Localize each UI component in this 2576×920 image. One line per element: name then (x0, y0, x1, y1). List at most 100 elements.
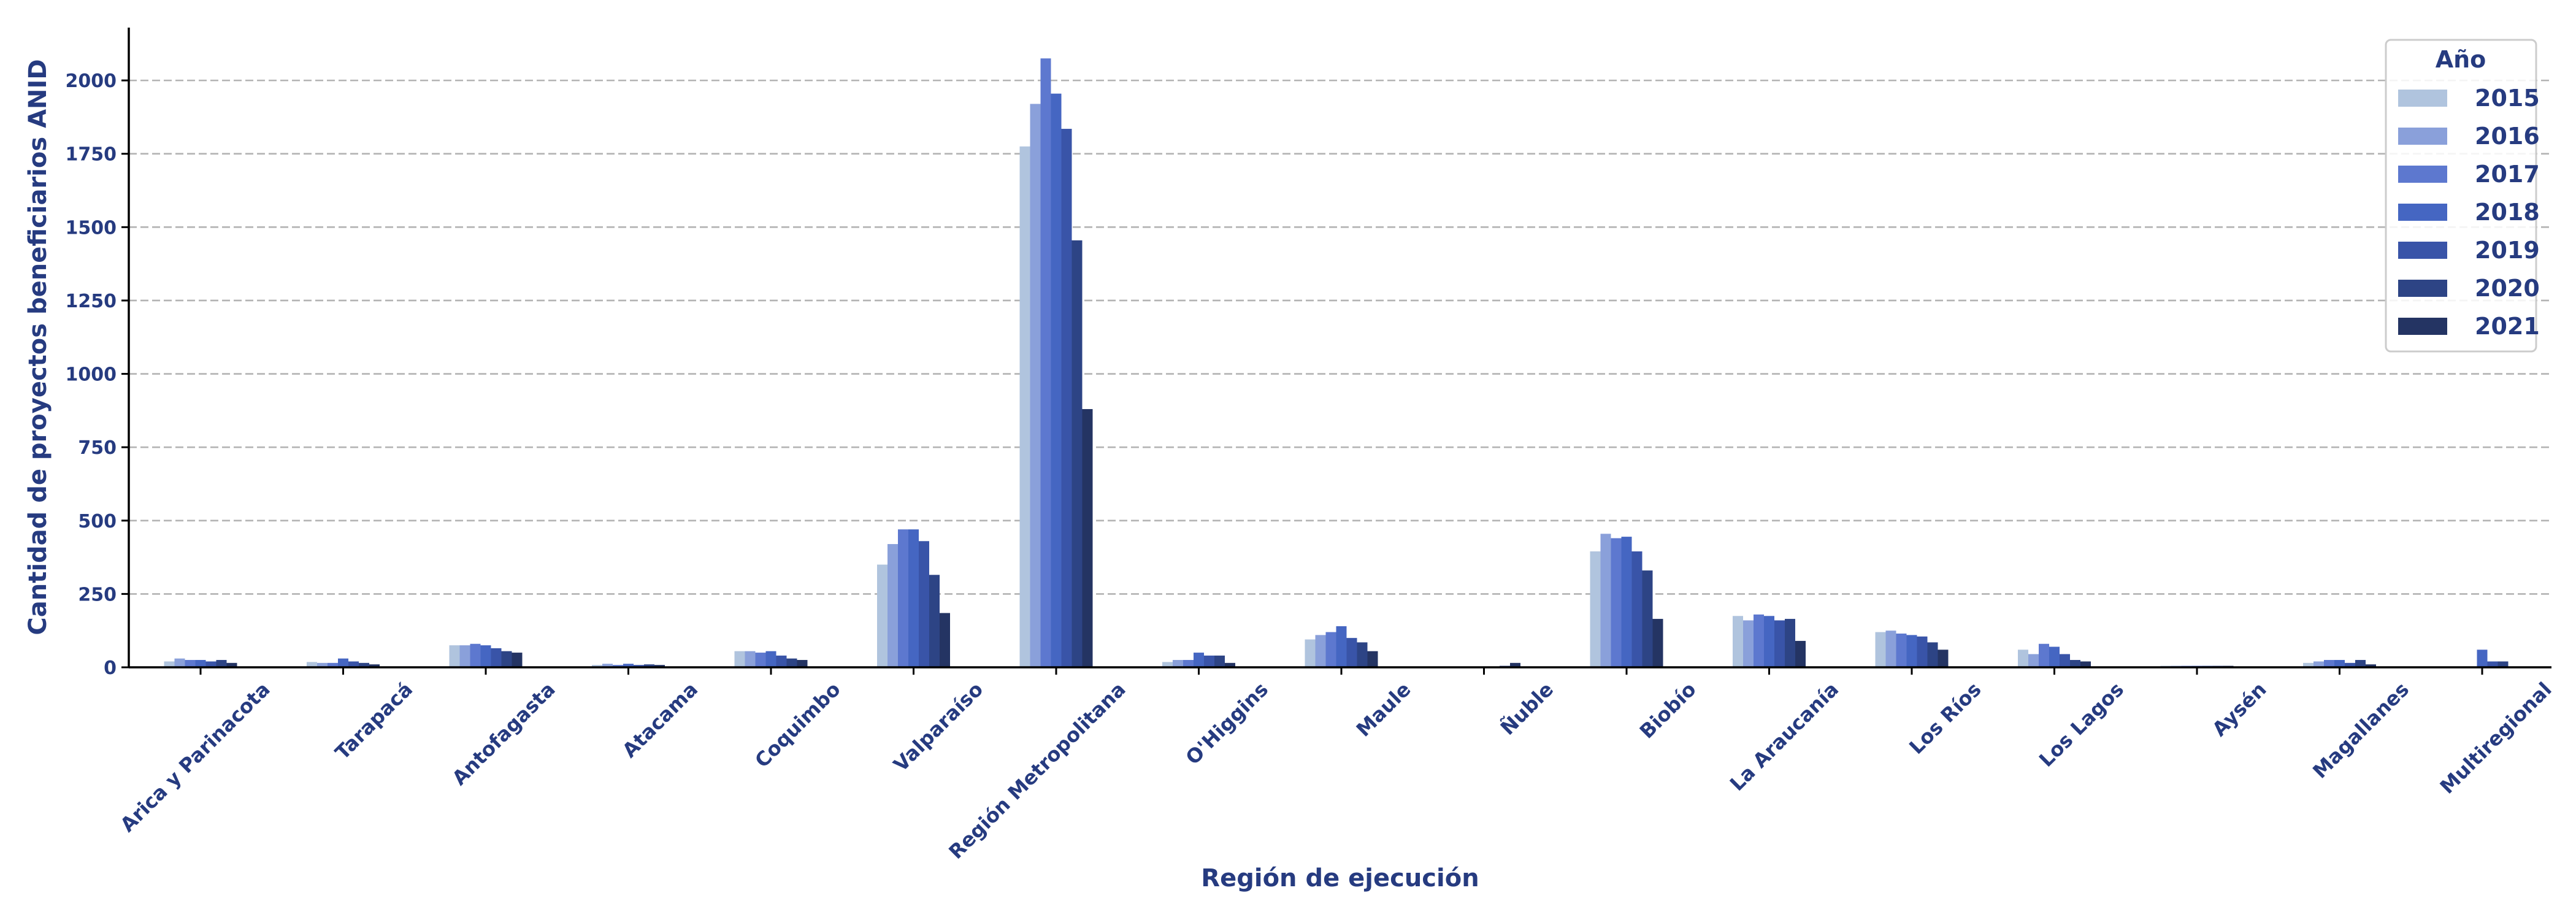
bar-2016-13 (2028, 654, 2039, 667)
legend-frame (2385, 39, 2537, 353)
bar-2015-2 (449, 645, 460, 667)
bar-2020-13 (2070, 660, 2080, 667)
x-tick-label: Los Lagos (2034, 678, 2128, 772)
x-tick-label: Arica y Parinacota (116, 678, 275, 837)
bar-2017-5 (898, 529, 908, 667)
y-tick-label: 750 (78, 437, 117, 459)
bar-2019-4 (776, 655, 787, 667)
bar-2017-11 (1754, 614, 1764, 667)
bar-2020-7 (1214, 655, 1225, 667)
bar-2015-6 (1019, 146, 1030, 668)
bar-2016-2 (459, 645, 470, 667)
bar-2020-4 (786, 658, 797, 667)
bar-2021-9 (1510, 662, 1520, 667)
bar-2015-8 (1305, 639, 1316, 667)
x-tick-label: Maule (1352, 678, 1416, 742)
bar-2016-12 (1885, 631, 1896, 667)
bar-2018-0 (195, 660, 206, 667)
bar-2017-0 (185, 660, 196, 667)
bar-2018-8 (1336, 626, 1347, 667)
bar-2016-3 (602, 664, 613, 667)
legend-swatch-2018 (2398, 204, 2447, 221)
bar-2021-6 (1082, 408, 1093, 667)
bar-2019-7 (1204, 655, 1214, 667)
bar-2015-5 (877, 564, 887, 667)
bar-2021-0 (226, 662, 237, 667)
x-tick-label: Antofagasta (448, 678, 560, 790)
bar-2020-15 (2355, 660, 2366, 667)
bar-2021-15 (2366, 664, 2376, 667)
bar-2019-13 (2060, 654, 2070, 667)
bar-2018-13 (2049, 646, 2060, 667)
bar-2021-7 (1225, 662, 1235, 667)
bar-2018-10 (1621, 537, 1632, 667)
bar-2021-3 (654, 665, 665, 667)
bar-2016-10 (1600, 534, 1611, 667)
bar-2015-3 (592, 665, 602, 667)
bar-2017-1 (328, 662, 338, 667)
x-tick-label: Los Ríos (1904, 678, 1985, 759)
bar-2017-4 (755, 653, 766, 667)
x-tick-label: Valparaíso (889, 678, 987, 776)
x-tick-label: La Araucanía (1725, 678, 1843, 795)
y-axis-ticks: 0 250 500 750 1000 1250 1500 1750 2000 (66, 71, 129, 679)
bar-2016-4 (745, 651, 756, 667)
bar-2021-13 (2080, 661, 2091, 667)
x-axis-title: Región de ejecución (1201, 864, 1479, 892)
x-tick-label: Multiregional (2436, 678, 2556, 799)
bar-2015-1 (307, 662, 317, 667)
bar-2017-10 (1611, 538, 1622, 667)
bar-2018-7 (1194, 653, 1204, 667)
x-tick-label: Biobío (1635, 678, 1701, 743)
legend-swatch-2017 (2398, 166, 2447, 183)
bar-2016-8 (1315, 635, 1326, 667)
y-tick-label: 0 (104, 657, 117, 679)
legend-swatch-2019 (2398, 242, 2447, 259)
legend-label-2016: 2016 (2475, 123, 2540, 150)
bar-2017-7 (1183, 660, 1194, 667)
bar-2015-10 (1590, 551, 1601, 667)
x-tick-label: Coquimbo (750, 678, 845, 772)
bar-2018-6 (1051, 93, 1062, 668)
bar-2019-6 (1061, 129, 1072, 668)
legend-label-2021: 2021 (2475, 313, 2540, 340)
bar-2019-8 (1346, 638, 1357, 667)
bar-2021-4 (797, 660, 808, 667)
bar-2019-3 (634, 665, 644, 667)
bar-2017-13 (2039, 643, 2049, 667)
bar-2020-3 (644, 664, 654, 667)
bar-2020-12 (1927, 642, 1938, 667)
bar-2016-11 (1743, 620, 1754, 667)
bar-2021-12 (1938, 650, 1949, 667)
bar-2019-0 (205, 661, 217, 667)
x-tick-label: Ñuble (1496, 678, 1558, 740)
bar-2019-10 (1631, 551, 1643, 667)
y-tick-label: 2000 (66, 71, 117, 92)
bar-2020-0 (216, 660, 227, 667)
legend-swatch-2020 (2398, 280, 2447, 297)
bar-2020-6 (1071, 240, 1083, 667)
bar-2018-4 (765, 651, 776, 667)
y-tick-label: 1250 (66, 291, 117, 312)
bar-2020-10 (1642, 570, 1653, 667)
bar-2018-15 (2334, 660, 2345, 667)
bars (164, 58, 2509, 668)
bar-2015-12 (1875, 632, 1886, 667)
bar-2015-11 (1733, 616, 1743, 667)
bar-2019-2 (491, 648, 502, 667)
bar-2021-5 (940, 613, 950, 667)
bar-2018-2 (480, 645, 491, 667)
legend-label-2019: 2019 (2475, 237, 2540, 264)
bar-2015-13 (2018, 650, 2028, 667)
legend-label-2018: 2018 (2475, 199, 2540, 226)
bar-2015-15 (2303, 662, 2313, 667)
bar-2020-2 (501, 651, 512, 667)
bar-2016-1 (317, 662, 328, 667)
bar-2015-7 (1162, 662, 1173, 667)
bar-2020-5 (929, 575, 940, 667)
x-tick-label: Tarapacá (331, 678, 417, 764)
y-tick-label: 250 (78, 584, 117, 605)
y-tick-label: 1000 (66, 364, 117, 386)
x-axis-ticks: Arica y Parinacota Tarapacá Antofagasta Ata… (116, 667, 2556, 864)
